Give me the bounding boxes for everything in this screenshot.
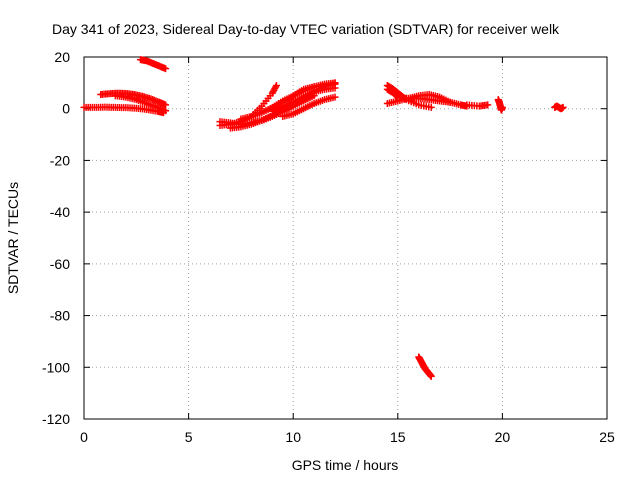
chart-title: Day 341 of 2023, Sidereal Day-to-day VTE…	[52, 21, 560, 37]
series-arc-r	[415, 353, 435, 380]
x-tick-label: 10	[285, 429, 301, 445]
y-tick-label: -100	[42, 359, 70, 375]
series-arc-n	[383, 81, 435, 111]
y-tick-label: 0	[62, 101, 70, 117]
data-point	[272, 81, 280, 89]
y-tick-label: -80	[50, 308, 70, 324]
data-point	[427, 103, 435, 111]
series-arc-q	[551, 102, 567, 113]
data-point	[559, 103, 567, 111]
x-tick-label: 0	[80, 429, 88, 445]
data-point	[162, 101, 170, 109]
data-point	[401, 95, 409, 103]
data-point	[162, 65, 170, 73]
x-tick-label: 5	[185, 429, 193, 445]
series-arc-j	[268, 80, 339, 115]
data-point	[162, 107, 170, 115]
series-arc-b	[97, 89, 170, 109]
x-tick-label: 25	[599, 429, 615, 445]
tick-layer: 0 5 10 15 20 25 -120 -100 -80 -60 -40 -20 0 20	[42, 49, 615, 445]
data-point	[331, 93, 339, 101]
series-arc-c	[111, 92, 170, 115]
series-arc-p	[494, 96, 506, 114]
series-arc-d	[136, 56, 170, 73]
series-arc-k	[279, 93, 339, 120]
y-tick-label: -120	[42, 411, 70, 427]
data-point	[331, 80, 339, 88]
series-arc-o	[463, 101, 492, 110]
data-point	[272, 83, 280, 91]
data-point	[484, 101, 492, 109]
points-layer	[80, 56, 567, 380]
data-point	[446, 98, 454, 106]
y-tick-label: -20	[50, 152, 70, 168]
y-tick-label: 20	[54, 49, 70, 65]
plot-frame	[83, 56, 608, 420]
y-axis-label: SDTVAR / TECUs	[5, 182, 21, 294]
y-tick-label: -60	[50, 256, 70, 272]
data-point	[498, 103, 506, 111]
x-axis-label: GPS time / hours	[292, 457, 399, 473]
x-tick-label: 20	[495, 429, 511, 445]
x-tick-label: 15	[390, 429, 406, 445]
y-tick-label: -40	[50, 204, 70, 220]
data-point	[427, 372, 435, 380]
